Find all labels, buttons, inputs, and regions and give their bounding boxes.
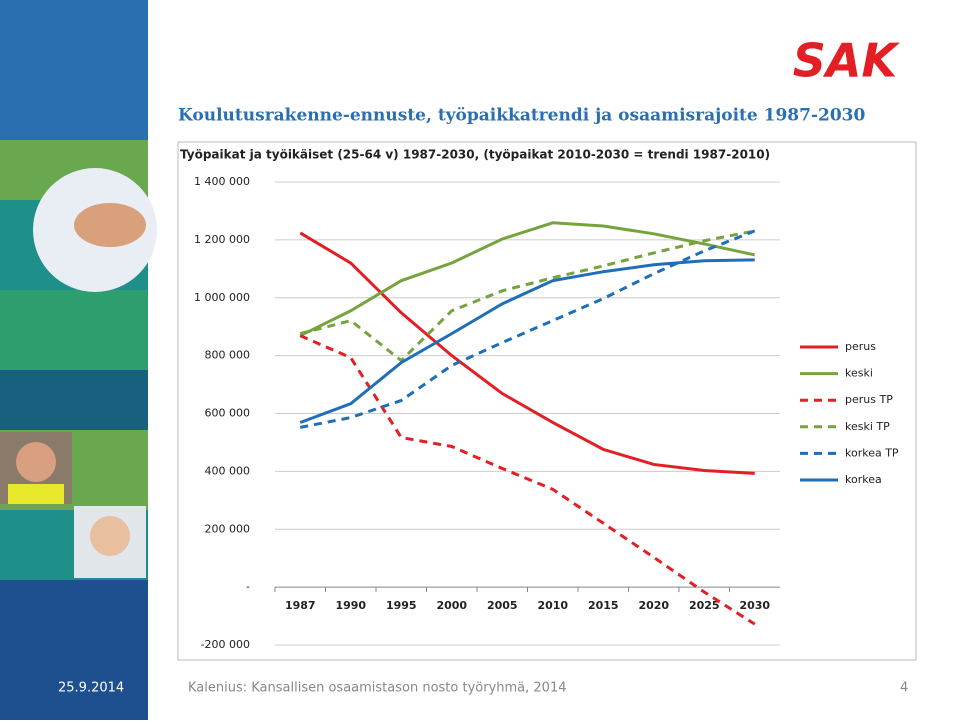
x-tick-label: 1990	[335, 599, 366, 612]
x-tick-label: 1995	[386, 599, 417, 612]
slide-title: Koulutusrakenne-ennuste, työpaikkatrendi…	[178, 106, 865, 126]
x-tick-label: 2030	[739, 599, 770, 612]
x-tick-label: 2020	[638, 599, 669, 612]
chart-title: Työpaikat ja työikäiset (25-64 v) 1987-2…	[180, 148, 770, 162]
x-tick-label: 2000	[436, 599, 467, 612]
x-tick-label: 2015	[588, 599, 619, 612]
date: 25.9.2014	[58, 681, 124, 696]
series-line	[299, 221, 756, 338]
y-tick-label: 200 000	[205, 522, 251, 535]
y-tick-label: 1 200 000	[194, 233, 250, 246]
legend-label: korkea	[845, 473, 882, 486]
y-tick-label: -	[246, 580, 250, 593]
legend-label: keski	[845, 367, 873, 380]
x-tick-label: 2010	[537, 599, 568, 612]
y-tick-label: 800 000	[205, 349, 251, 362]
chart-frame	[177, 141, 917, 661]
y-tick-label: -200 000	[201, 638, 250, 651]
series-line	[299, 229, 756, 429]
series-line	[299, 229, 756, 363]
series-line	[299, 231, 755, 475]
y-tick-label: 1 400 000	[194, 175, 250, 188]
legend-label: perus	[845, 340, 876, 353]
y-tick-label: 1 000 000	[194, 291, 250, 304]
logo: SAK	[793, 34, 901, 88]
y-tick-label: 600 000	[205, 407, 251, 420]
legend-label: korkea TP	[845, 446, 899, 459]
series-line	[299, 258, 755, 424]
x-tick-label: 1987	[285, 599, 316, 612]
series-line	[299, 334, 756, 626]
source: Kalenius: Kansallisen osaamistason nosto…	[188, 681, 567, 696]
legend-label: perus TP	[845, 393, 893, 406]
x-tick-label: 2025	[689, 599, 720, 612]
y-tick-label: 400 000	[205, 464, 251, 477]
x-tick-label: 2005	[487, 599, 518, 612]
legend-label: keski TP	[845, 420, 890, 433]
sidebar	[0, 0, 157, 720]
page-number: 4	[900, 681, 908, 696]
